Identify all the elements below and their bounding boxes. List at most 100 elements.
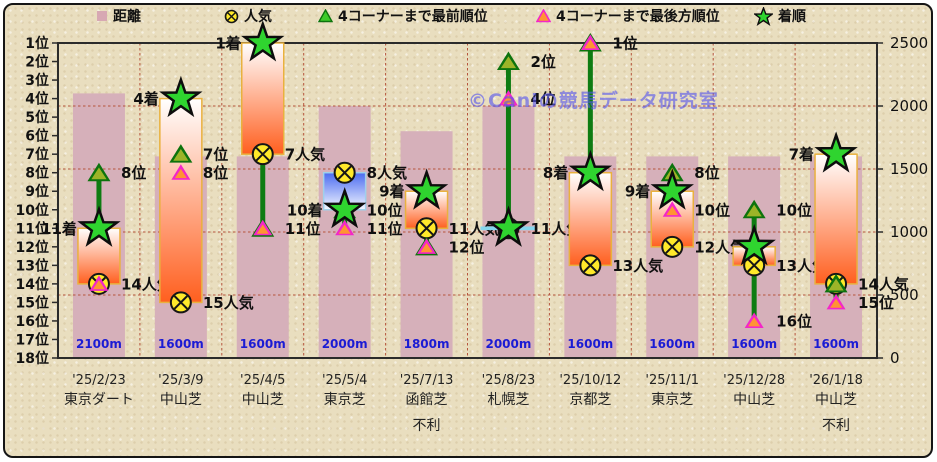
legend-item-distance: 距離: [96, 6, 141, 26]
right-axis-label: 500: [890, 286, 919, 304]
popularity-marker: [743, 254, 766, 277]
marker-label: 10位: [694, 201, 730, 219]
race-track-label: 中山芝: [733, 392, 775, 408]
watermark: ©Caniの競馬データ研究室: [468, 90, 719, 112]
candle-up: [241, 42, 285, 155]
marker-label: 16位: [776, 312, 812, 330]
corner-front-marker: [824, 273, 848, 293]
left-axis-label: 13位: [16, 257, 49, 274]
corner-back-marker: [335, 219, 355, 236]
corner-front-marker: [742, 199, 766, 219]
popularity-marker: [333, 161, 356, 184]
distance-swatch-icon: [97, 11, 107, 21]
corner-back-marker: [253, 219, 273, 236]
race-track-label: 東京芝: [651, 392, 693, 408]
axes: 1位2位3位4位5位6位7位8位9位10位11位12位13位14位15位16位1…: [16, 34, 929, 367]
finish-star-icon: [754, 6, 773, 26]
race-date-label: '25/2/23: [72, 373, 126, 388]
right-axis-label: 2500: [890, 34, 928, 52]
corner-back-marker: [580, 34, 600, 50]
finish-star-marker: [568, 149, 613, 192]
left-axis-label: 9位: [25, 183, 49, 200]
right-axis-label: 1500: [890, 160, 928, 178]
finish-star-marker: [322, 186, 367, 229]
left-axis-label: 14位: [16, 276, 49, 293]
left-axis-label: 16位: [16, 313, 49, 330]
corner-front-marker: [169, 144, 193, 163]
marker-label: 10位: [367, 201, 403, 219]
corner-back-marker: [662, 201, 682, 217]
legend-item-finish: 着順: [754, 6, 806, 26]
race-track-label: 中山芝: [242, 392, 284, 408]
marker-label: 13人気: [612, 257, 663, 275]
popularity-marker: [661, 235, 684, 258]
legend-label: 人気: [244, 9, 272, 25]
marker-label: 10位: [776, 201, 812, 219]
marker-label: 1位: [612, 35, 637, 53]
finish-star-marker: [814, 131, 858, 173]
marker-label: 11位: [367, 220, 403, 238]
left-axis-label: 18位: [16, 350, 49, 367]
left-axis-label: 7位: [25, 146, 49, 163]
marker-label: 9着: [625, 183, 650, 201]
popularity-marker: [169, 291, 192, 314]
race-date-label: '25/7/13: [400, 373, 454, 388]
race-column: 1位 8着 13人気 '25/10/12 京都芝: [543, 33, 663, 408]
chart-legend: 距離 人気 4コーナーまで最前順位 4コーナーまで最後方順位 着順: [0, 6, 937, 28]
left-axis-label: 11位: [16, 220, 49, 237]
race-column: 1着 7人気 11位 '25/4/5 中山芝: [215, 20, 325, 408]
left-axis-label: 4位: [25, 91, 49, 108]
marker-label: 8着: [543, 164, 568, 182]
race-date-label: '25/12/28: [723, 373, 785, 388]
legend-item-corner-back: 4コーナーまで最後方順位: [536, 6, 720, 26]
marker-label: 1着: [215, 35, 240, 53]
left-axis-label: 3位: [25, 72, 49, 89]
race-track-label: 中山芝: [160, 392, 202, 408]
corner-back-marker: [826, 293, 846, 310]
race-track-label: 札幌芝: [487, 392, 529, 408]
race-date-label: '25/3/9: [158, 373, 203, 388]
legend-label: 4コーナーまで最前順位: [338, 9, 488, 25]
corner-back-marker: [171, 164, 191, 180]
marker-label: 7人気: [285, 146, 325, 164]
marker-label: 2位: [530, 53, 555, 71]
popularity-marker: [251, 143, 274, 166]
race-track-label: 函館芝: [406, 391, 448, 408]
left-axis-label: 12位: [16, 239, 49, 256]
race-track-label: 京都芝: [569, 392, 611, 408]
race-date-label: '25/4/5: [240, 373, 285, 388]
distance-label: 2000m: [322, 337, 368, 351]
race-note-label: 不利: [413, 418, 441, 434]
right-axis-label: 1000: [890, 223, 928, 241]
finish-star-marker: [77, 205, 121, 247]
popularity-marker: [415, 217, 438, 240]
distance-label: 1600m: [240, 337, 286, 351]
left-axis-label: 17位: [16, 331, 49, 348]
finish-star-marker: [732, 223, 776, 266]
corner-front-marker: [87, 162, 111, 182]
distance-label: 1600m: [567, 337, 613, 351]
left-axis-label: 10位: [16, 202, 49, 219]
race-date-label: '25/8/23: [482, 373, 536, 388]
finish-star-marker: [159, 75, 203, 118]
distance-label: 1600m: [158, 337, 204, 351]
legend-label: 4コーナーまで最後方順位: [556, 9, 720, 25]
marker-label: 8人気: [367, 164, 407, 182]
left-axis-label: 5位: [25, 109, 49, 126]
marker-label: 8位: [203, 164, 228, 182]
finish-star-marker: [404, 168, 449, 210]
distance-label: 1600m: [731, 337, 777, 351]
left-axis-label: 8位: [25, 165, 49, 182]
candle-up: [814, 153, 858, 285]
marker-label: 7位: [203, 146, 228, 164]
marker-label: 15位: [858, 294, 894, 312]
marker-label: 14人気: [858, 275, 909, 293]
